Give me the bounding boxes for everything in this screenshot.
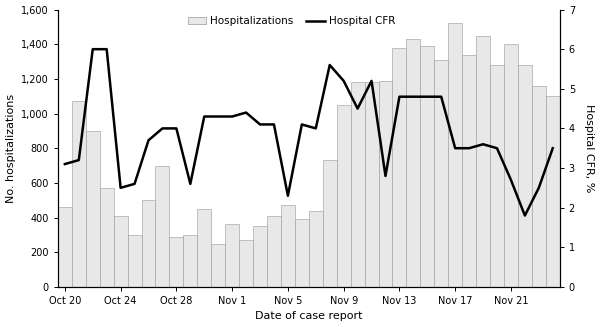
Bar — [309, 211, 323, 287]
Bar — [448, 24, 462, 287]
Bar — [295, 219, 309, 287]
Bar — [350, 82, 365, 287]
Bar — [406, 39, 421, 287]
Bar — [239, 240, 253, 287]
Bar — [421, 46, 434, 287]
Bar — [142, 200, 155, 287]
Bar — [184, 235, 197, 287]
Y-axis label: No. hospitalizations: No. hospitalizations — [5, 94, 16, 203]
Bar — [532, 86, 546, 287]
Bar — [476, 36, 490, 287]
Bar — [211, 244, 225, 287]
Bar — [392, 48, 406, 287]
Bar — [337, 105, 350, 287]
Bar — [267, 216, 281, 287]
Bar — [100, 188, 113, 287]
Bar — [72, 101, 86, 287]
Bar — [546, 96, 560, 287]
Bar — [365, 82, 379, 287]
Bar — [225, 224, 239, 287]
Bar — [518, 65, 532, 287]
Bar — [169, 237, 184, 287]
Bar — [58, 207, 72, 287]
Bar — [113, 216, 128, 287]
Bar — [504, 44, 518, 287]
Y-axis label: Hospital CFR, %: Hospital CFR, % — [584, 104, 595, 192]
Bar — [197, 209, 211, 287]
Bar — [155, 165, 169, 287]
Bar — [379, 81, 392, 287]
Bar — [434, 60, 448, 287]
Bar — [253, 226, 267, 287]
Bar — [128, 235, 142, 287]
Bar — [281, 205, 295, 287]
X-axis label: Date of case report: Date of case report — [255, 311, 362, 321]
Bar — [323, 160, 337, 287]
Bar — [86, 131, 100, 287]
Bar — [462, 55, 476, 287]
Legend: Hospitalizations, Hospital CFR: Hospitalizations, Hospital CFR — [184, 12, 400, 31]
Bar — [490, 65, 504, 287]
